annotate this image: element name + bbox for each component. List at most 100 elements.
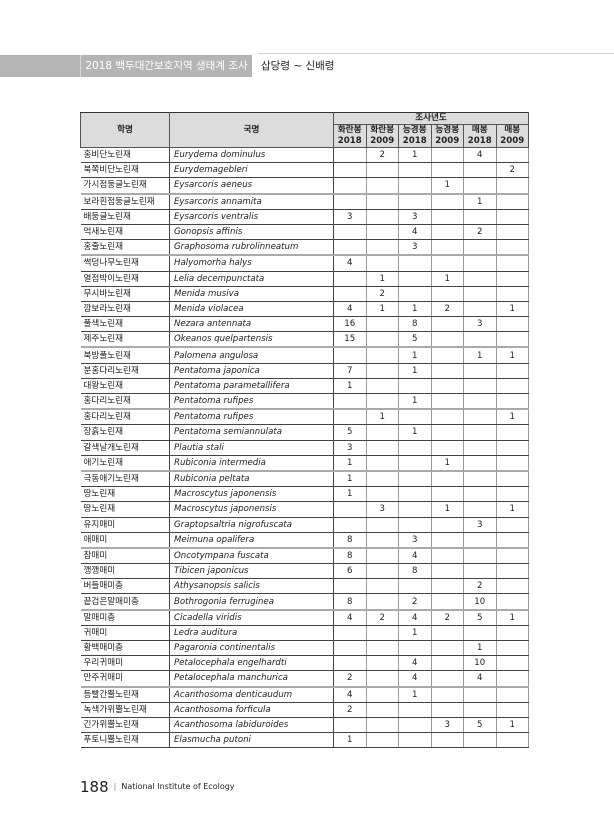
count-cell [463,270,497,287]
korean-name-cell: 참매미 [80,546,170,565]
count-cell [365,516,399,533]
scientific-name-cell: Eysarcoris annamita [169,192,334,210]
species-table: 학명 국명 조사년도 화란봉 2018 화란봉 2009 능경봉 2018 능경봉 2009 매… [80,112,530,749]
count-cell [430,685,464,703]
count-cell [495,223,530,241]
count-cell [495,270,530,287]
korean-name-cell: 애기노린재 [80,454,170,472]
count-cell: 4 [463,146,497,164]
count-cell [333,578,367,595]
count-cell [365,377,399,395]
header-site-year: 매봉 2009 [495,124,530,148]
count-cell: 1 [398,362,432,379]
count-cell: 3 [398,239,432,256]
count-cell [430,639,464,657]
count-cell: 1 [463,346,497,364]
count-cell [398,716,432,734]
count-cell: 8 [333,531,367,549]
count-cell [398,501,432,518]
table-row: 풀색노린재 Nezara antennata 16 8 3 [80,316,530,333]
scientific-name-cell: Petalocephala engelhardti [169,655,334,672]
korean-name-cell: 땅노린재 [80,501,170,518]
count-cell [398,639,432,657]
header-year: 2018 [337,136,362,146]
count-cell: 8 [333,593,367,611]
count-cell [333,223,367,241]
scientific-name-cell: Acanthosoma denticaudum [169,685,334,703]
count-cell [430,531,464,549]
count-cell: 4 [333,300,367,318]
count-cell [398,732,432,749]
count-cell [463,377,497,395]
count-cell [365,331,399,348]
count-cell: 8 [333,546,367,565]
count-cell: 1 [463,639,497,657]
korean-name-cell: 만주귀매미 [80,670,170,688]
count-cell [398,377,432,395]
count-cell [398,469,432,488]
scientific-name-cell: Athysanopsis salicis [169,578,334,595]
count-cell: 3 [398,208,432,225]
count-cell: 16 [333,316,367,333]
count-cell [365,732,399,749]
count-cell [365,639,399,657]
count-cell [333,501,367,518]
count-cell [365,531,399,549]
count-cell: 2 [398,593,432,611]
scientific-name-cell: Oncotympana fuscata [169,546,334,565]
scientific-name-cell: Pentatoma japonica [169,362,334,379]
count-cell [333,393,367,410]
table-row: 등빨간뿔노린재 Acanthosoma denticaudum 4 1 [80,685,530,703]
header-site-year: 능경봉 2009 [430,124,464,148]
header-survey-year: 조사년도 [332,112,530,125]
count-cell: 2 [333,670,367,688]
count-cell [398,439,432,456]
count-cell [430,285,464,302]
count-cell [495,454,530,472]
scientific-name-cell: Gonopsis affinis [169,223,334,241]
count-cell [495,624,530,642]
count-cell [430,192,464,210]
scientific-name-cell: Meimuna opalifera [169,531,334,549]
count-cell: 1 [495,300,530,318]
count-cell [333,408,367,426]
count-cell: 5 [398,331,432,348]
count-cell [495,563,530,580]
count-cell: 10 [463,655,497,672]
table-row: 말매미충 Cicadella viridis 4 2 4 2 5 1 [80,608,530,626]
count-cell [463,531,497,549]
count-cell [495,393,530,410]
count-cell [430,408,464,426]
count-cell [430,732,464,749]
count-cell [495,424,530,441]
count-cell [495,469,530,488]
korean-name-cell: 말매미충 [80,608,170,626]
count-cell [365,670,399,688]
korean-name-cell: 유지매미 [80,516,170,533]
scientific-name-cell: Tibicen japonicus [169,563,334,580]
count-cell: 2 [333,701,367,718]
table-row: 유지매미 Graptopsaltria nigrofuscata 3 [80,516,530,533]
korean-name-cell: 귀매미 [80,624,170,642]
count-cell: 3 [463,516,497,533]
count-cell [495,670,530,688]
count-cell [365,685,399,703]
table-row: 귀매미 Ledra auditura 1 [80,624,530,642]
count-cell: 4 [333,685,367,703]
scientific-name-cell: Ledra auditura [169,624,334,642]
count-cell [495,208,530,225]
section-title: 삽당령 ~ 신배령 [261,60,335,72]
count-cell [365,393,399,410]
count-cell: 4 [398,655,432,672]
count-cell [430,346,464,364]
count-cell [365,424,399,441]
count-cell [430,223,464,241]
count-cell [430,563,464,580]
count-cell: 1 [333,486,367,503]
count-cell: 1 [495,501,530,518]
header-site-year: 화란봉 2009 [365,124,399,148]
count-cell [430,162,464,179]
count-cell [430,701,464,718]
count-cell [430,377,464,395]
count-cell [333,639,367,657]
